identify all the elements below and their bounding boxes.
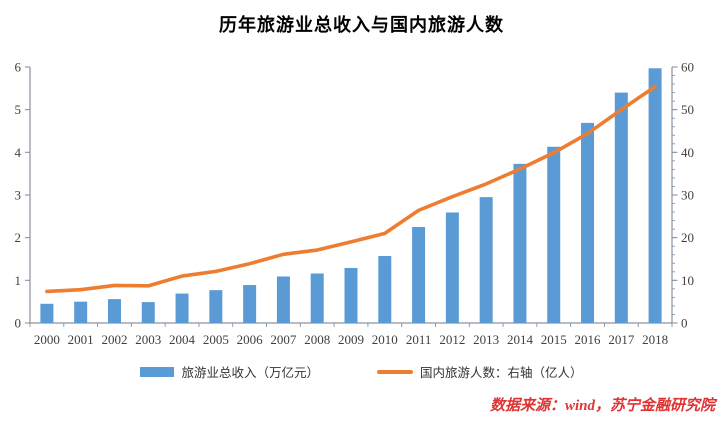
revenue-bar-2004 — [175, 293, 189, 323]
left-axis-tick-label: 4 — [15, 145, 22, 160]
right-axis-tick-label: 10 — [681, 273, 694, 288]
x-axis-tick-label: 2009 — [338, 332, 364, 347]
legend-line-swatch — [377, 369, 413, 374]
revenue-bar-2008 — [310, 273, 324, 323]
right-axis-tick-label: 20 — [681, 230, 694, 245]
left-axis-tick-label: 0 — [15, 316, 22, 331]
revenue-bar-2012 — [445, 212, 459, 323]
x-axis-tick-label: 2005 — [203, 332, 229, 347]
revenue-bar-2013 — [479, 197, 493, 323]
revenue-bar-2000 — [40, 303, 54, 323]
left-axis-tick-label: 6 — [15, 60, 22, 75]
x-axis-tick-label: 2013 — [473, 332, 499, 347]
revenue-bar-2003 — [141, 302, 155, 323]
x-axis-tick-label: 2014 — [507, 332, 534, 347]
x-axis-tick-label: 2016 — [575, 332, 602, 347]
right-axis-tick-label: 30 — [681, 188, 694, 203]
x-axis-tick-label: 2012 — [439, 332, 465, 347]
x-axis-tick-label: 2010 — [372, 332, 398, 347]
chart-legend: 旅游业总收入（万亿元） 国内旅游人数：右轴（亿人） — [0, 362, 723, 381]
legend-item-tourists: 国内旅游人数：右轴（亿人） — [377, 362, 583, 381]
right-axis-tick-label: 0 — [681, 316, 688, 331]
x-axis-tick-label: 2008 — [304, 332, 330, 347]
revenue-bar-2016 — [581, 122, 595, 323]
revenue-bar-2001 — [74, 301, 88, 323]
x-axis-tick-label: 2000 — [34, 332, 60, 347]
x-axis-tick-label: 2015 — [541, 332, 567, 347]
legend-label-tourists: 国内旅游人数：右轴（亿人） — [420, 366, 583, 380]
revenue-bar-2014 — [513, 163, 527, 323]
left-axis-tick-label: 3 — [15, 188, 22, 203]
x-axis-tick-label: 2011 — [406, 332, 432, 347]
legend-label-revenue: 旅游业总收入（万亿元） — [181, 366, 319, 380]
revenue-bar-2018 — [648, 68, 662, 323]
legend-bar-swatch — [140, 366, 175, 377]
revenue-bar-2007 — [276, 276, 290, 323]
revenue-bar-2009 — [344, 267, 358, 323]
x-axis-tick-label: 2004 — [169, 332, 196, 347]
revenue-bar-2015 — [547, 146, 561, 323]
x-axis-tick-label: 2018 — [642, 332, 668, 347]
right-axis-tick-label: 40 — [681, 145, 694, 160]
revenue-bar-2002 — [107, 299, 121, 323]
revenue-bar-2017 — [614, 92, 628, 323]
data-source-note: 数据来源：wind，苏宁金融研究院 — [489, 398, 715, 414]
revenue-bar-2010 — [378, 256, 392, 323]
revenue-bar-2005 — [209, 290, 223, 323]
legend-item-revenue: 旅游业总收入（万亿元） — [140, 362, 319, 381]
right-axis-tick-label: 50 — [681, 102, 694, 117]
x-axis-tick-label: 2017 — [608, 332, 635, 347]
tourists-line — [45, 84, 657, 294]
left-axis-tick-label: 2 — [15, 230, 22, 245]
revenue-bar-2006 — [243, 285, 257, 323]
revenue-bar-2011 — [412, 227, 426, 323]
left-axis-tick-label: 5 — [15, 102, 22, 117]
x-axis-tick-label: 2007 — [270, 332, 297, 347]
x-axis-tick-label: 2002 — [101, 332, 127, 347]
x-axis-tick-label: 2006 — [237, 332, 264, 347]
chart-title: 历年旅游业总收入与国内旅游人数 — [219, 15, 504, 35]
right-axis-tick-label: 60 — [681, 60, 694, 75]
x-axis-tick-label: 2003 — [135, 332, 161, 347]
left-axis-tick-label: 1 — [15, 273, 22, 288]
x-axis-tick-label: 2001 — [68, 332, 94, 347]
